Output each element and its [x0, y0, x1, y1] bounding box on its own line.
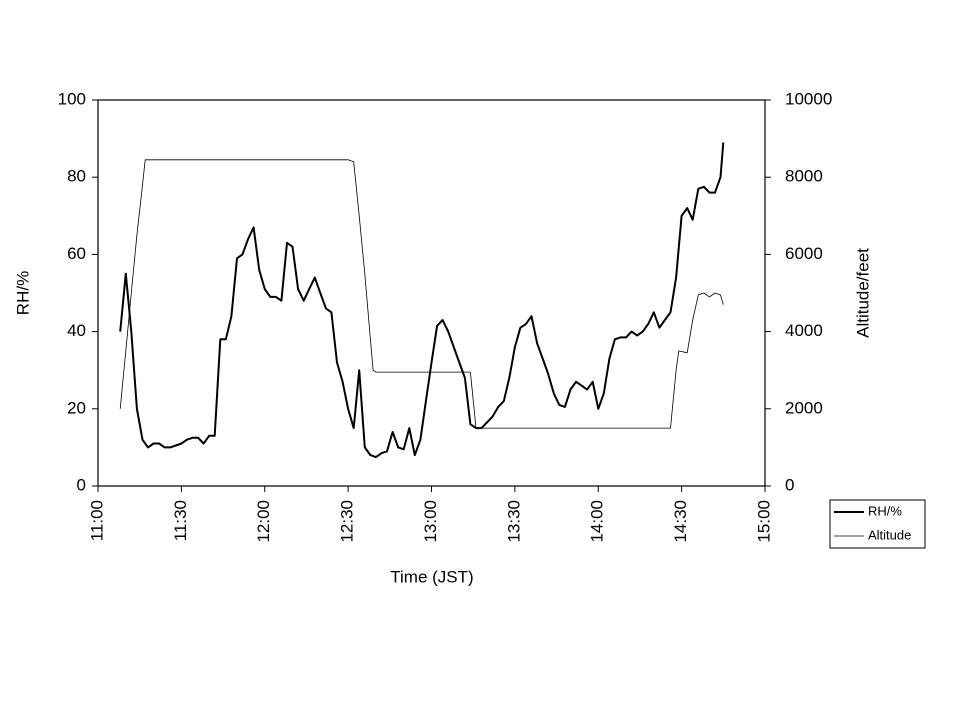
legend-label: Altitude [868, 527, 911, 542]
y-axis-label: RH/% [13, 271, 32, 315]
y-tick-label: 40 [67, 321, 86, 340]
series-line [119, 142, 725, 459]
x-tick-label: 14:00 [588, 500, 607, 543]
y-tick-label: 20 [67, 398, 86, 417]
x-tick-label: 13:00 [421, 500, 440, 543]
x-tick-label: 11:00 [87, 500, 106, 541]
y2-tick-label: 2000 [785, 398, 823, 417]
x-tick-label: 12:30 [338, 500, 357, 543]
x-tick-label: 12:00 [254, 500, 273, 543]
x-tick-label: 14:30 [671, 500, 690, 543]
y2-tick-label: 10000 [785, 89, 832, 108]
x-tick-label: 13:30 [504, 500, 523, 543]
y2-tick-label: 4000 [785, 321, 823, 340]
y2-axis-label: Altitude/feet [853, 248, 872, 338]
x-axis-label: Time (JST) [390, 567, 473, 586]
legend-label: RH/% [868, 503, 902, 518]
series-line [119, 159, 724, 429]
x-tick-label: 15:00 [754, 500, 773, 543]
y2-tick-label: 6000 [785, 244, 823, 263]
x-tick-label: 11:30 [171, 500, 190, 541]
y-tick-label: 60 [67, 244, 86, 263]
legend-box [829, 499, 926, 549]
y-tick-label: 80 [67, 167, 86, 186]
y-tick-label: 100 [58, 89, 86, 108]
y2-tick-label: 8000 [785, 167, 823, 186]
y-tick-label: 0 [77, 475, 86, 494]
y2-tick-label: 0 [785, 475, 794, 494]
